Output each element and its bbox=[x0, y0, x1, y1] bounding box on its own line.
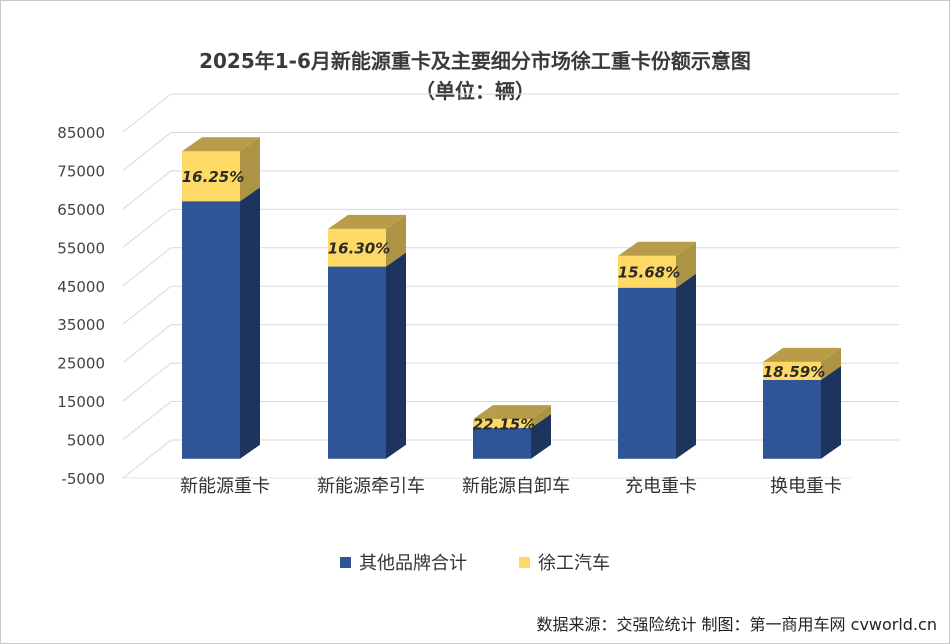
bar-top-face bbox=[328, 214, 406, 229]
y-tick-label: 5000 bbox=[67, 432, 105, 450]
bar-other-brands bbox=[182, 201, 240, 459]
gridline-side bbox=[122, 93, 172, 133]
bar-other-brands-side bbox=[531, 414, 551, 459]
y-tick-label: 85000 bbox=[57, 124, 105, 142]
bar-other-brands bbox=[473, 428, 531, 459]
x-category-label: 换电重卡 bbox=[770, 476, 842, 497]
y-tick-label: 55000 bbox=[57, 239, 105, 257]
x-category-label: 充电重卡 bbox=[625, 476, 697, 497]
bar-xcmg bbox=[763, 361, 821, 380]
bar-xcmg-side bbox=[821, 347, 841, 380]
source-note: 数据来源：交强险统计 制图：第一商用车网 cvworld.cn bbox=[536, 615, 937, 634]
bar-other-brands-side bbox=[821, 365, 841, 459]
bar-xcmg-side bbox=[531, 405, 551, 429]
legend-item-xcmg: 徐工汽车 bbox=[519, 549, 610, 575]
bar-xcmg bbox=[328, 228, 386, 267]
legend-label-xcmg: 徐工汽车 bbox=[538, 553, 610, 574]
chart-subtitle: （单位：辆） bbox=[415, 79, 535, 103]
gridline-side bbox=[122, 401, 172, 440]
data-label-xcmg-share: 16.30% bbox=[328, 240, 390, 258]
chart-title: 2025年1-6月新能源重卡及主要细分市场徐工重卡份额示意图 bbox=[199, 49, 751, 73]
bar-xcmg bbox=[182, 151, 240, 202]
legend-item-other-brands: 其他品牌合计 bbox=[340, 549, 467, 575]
gridline-side bbox=[122, 285, 172, 325]
bar-xcmg-side bbox=[676, 241, 696, 288]
x-category-label: 新能源重卡 bbox=[180, 476, 270, 497]
y-tick-label: -5000 bbox=[61, 470, 105, 488]
bar-other-brands bbox=[763, 379, 821, 459]
bar-other-brands-side bbox=[240, 187, 260, 459]
bar-xcmg-side bbox=[240, 137, 260, 202]
gridline-side bbox=[122, 247, 172, 287]
data-label-xcmg-share: 16.25% bbox=[182, 168, 244, 186]
gridline-side bbox=[122, 324, 172, 364]
y-tick-label: 65000 bbox=[57, 201, 105, 219]
bar-top-face bbox=[763, 347, 841, 362]
x-category-label: 新能源自卸车 bbox=[462, 476, 570, 497]
x-category-label: 新能源牵引车 bbox=[317, 476, 425, 497]
bar-other-brands bbox=[328, 266, 386, 459]
gridline-side bbox=[122, 208, 172, 248]
data-label-xcmg-share: 15.68% bbox=[618, 264, 680, 282]
legend: 其他品牌合计 徐工汽车 bbox=[1, 549, 949, 575]
gridline-side bbox=[122, 439, 172, 479]
gridline-side bbox=[122, 170, 172, 210]
data-label-xcmg-share: 18.59% bbox=[763, 363, 825, 381]
legend-label-other-brands: 其他品牌合计 bbox=[359, 553, 467, 574]
y-tick-label: 25000 bbox=[57, 355, 105, 373]
y-tick-label: 75000 bbox=[57, 162, 105, 180]
gridline-side bbox=[122, 362, 172, 402]
y-tick-label: 15000 bbox=[57, 393, 105, 411]
bar-other-brands-side bbox=[676, 273, 696, 459]
bar-top-face bbox=[618, 241, 696, 256]
gridline-side bbox=[122, 132, 172, 171]
bar-other-brands bbox=[618, 287, 676, 459]
legend-swatch-xcmg bbox=[519, 556, 530, 568]
bar-other-brands-side bbox=[386, 252, 406, 459]
y-tick-label: 35000 bbox=[57, 316, 105, 334]
bar-xcmg bbox=[473, 419, 531, 429]
legend-swatch-other-brands bbox=[340, 556, 351, 568]
bar-top-face bbox=[182, 137, 260, 152]
data-label-xcmg-share: 22.15% bbox=[473, 416, 535, 434]
bar-xcmg-side bbox=[386, 214, 406, 267]
bar-top-face bbox=[473, 405, 551, 420]
y-tick-label: 45000 bbox=[57, 278, 105, 296]
bar-xcmg bbox=[618, 255, 676, 288]
